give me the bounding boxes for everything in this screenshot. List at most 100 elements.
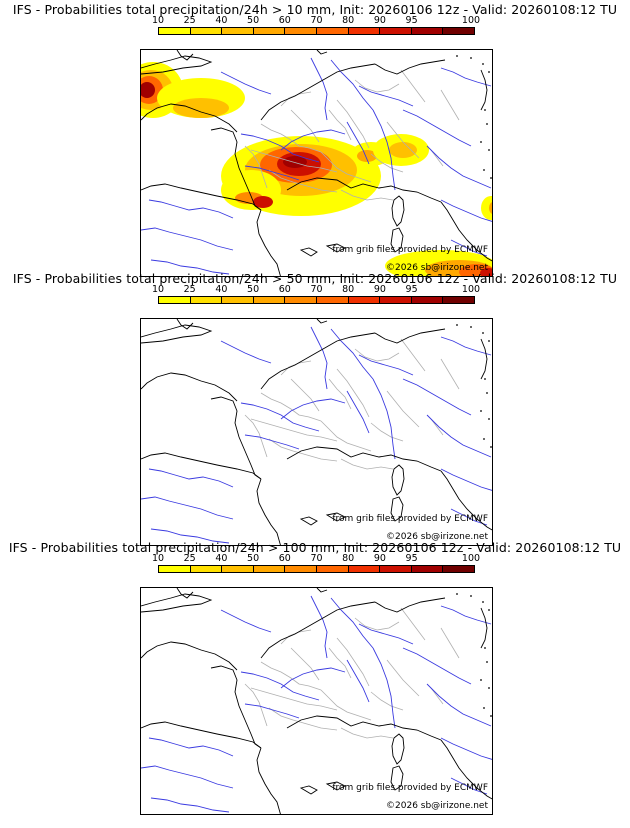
island-dot (486, 661, 488, 663)
river (240, 133, 320, 163)
island-dot (482, 332, 484, 334)
river (150, 259, 230, 275)
colorbar-segment (253, 28, 286, 34)
coastline (286, 446, 442, 472)
colorbar (158, 27, 475, 35)
colorbar-segment (380, 28, 412, 34)
river (372, 378, 396, 460)
admin-border (320, 420, 372, 452)
coastline (325, 781, 347, 791)
river (220, 609, 272, 633)
coastline (141, 183, 262, 211)
coastline (391, 733, 405, 765)
admin-border (268, 438, 338, 462)
admin-border (430, 687, 444, 705)
credit-source: from grib files provided by ECMWF (332, 783, 488, 793)
colorbar-segment (159, 28, 191, 34)
coastline (480, 69, 488, 111)
map: from grib files provided by ECMWF ©2026 … (140, 49, 493, 277)
coastline (440, 739, 492, 800)
coastline (141, 372, 238, 402)
river (346, 121, 370, 165)
island-dot (488, 340, 490, 342)
precip-area (489, 202, 492, 214)
colorbar-segment (316, 566, 349, 572)
river (310, 57, 328, 121)
colorbar-segment (222, 297, 254, 303)
map-canvas (141, 50, 492, 276)
colorbar-segment (443, 566, 474, 572)
island-dot (470, 326, 472, 328)
river (440, 605, 492, 625)
admin-border (260, 392, 322, 422)
colorbar-segment (285, 28, 317, 34)
colorbar-ticks: 10 25 40 50 60 70 80 90 95 100 (152, 553, 480, 564)
admin-border (440, 627, 460, 659)
admin-border (386, 121, 420, 159)
colorbar-segment (190, 566, 223, 572)
colorbar-ticks: 10 25 40 50 60 70 80 90 95 100 (152, 15, 480, 26)
colorbar-segment (316, 297, 349, 303)
admin-border (336, 99, 370, 149)
coastline (299, 516, 318, 526)
coastline (480, 607, 488, 649)
colorbar-segment (285, 297, 317, 303)
admin-border (244, 145, 268, 189)
river (346, 390, 370, 434)
island-dot (484, 647, 486, 649)
admin-border (328, 647, 352, 679)
admin-border (354, 617, 400, 631)
island-dot (483, 169, 485, 171)
island-dot (488, 609, 490, 611)
river (426, 414, 492, 458)
admin-border (290, 378, 320, 412)
river (280, 129, 346, 151)
admin-border (328, 378, 352, 410)
river (440, 336, 492, 356)
river (244, 434, 300, 450)
admin-border (268, 169, 338, 193)
river (280, 398, 346, 420)
island-dot (456, 593, 458, 595)
coastline (176, 588, 194, 599)
river (148, 468, 234, 488)
island-dot (482, 63, 484, 65)
colorbar-segment (411, 297, 444, 303)
colorbar-tick-label: 90 (373, 15, 386, 26)
river (358, 354, 414, 376)
coastline (390, 227, 404, 253)
colorbar-tick-label: 40 (215, 553, 228, 564)
precip-area (480, 268, 492, 276)
coastline (390, 765, 404, 791)
coastline (256, 478, 281, 545)
coastline (176, 50, 194, 61)
river (141, 496, 234, 520)
island-dot (483, 707, 485, 709)
admin-border (244, 683, 268, 727)
coastline (391, 464, 405, 496)
coastline (480, 338, 488, 380)
colorbar-segment (348, 297, 381, 303)
admin-border (320, 689, 372, 721)
river (280, 667, 346, 689)
precip-area (283, 156, 307, 168)
colorbar-tick-label: 95 (405, 553, 418, 564)
river (450, 777, 488, 795)
colorbar-tick-label: 50 (247, 284, 260, 295)
credit-copyright: ©2026 sb@irizone.net (386, 532, 488, 542)
river (310, 595, 328, 659)
island-dot (488, 418, 490, 420)
precip-area (253, 196, 273, 208)
coastline (374, 328, 446, 344)
island-dot (488, 71, 490, 73)
island-dot (490, 177, 492, 179)
island-dot (490, 446, 492, 448)
admin-border (430, 418, 444, 436)
island-dot (470, 595, 472, 597)
island-dot (490, 715, 492, 717)
coastline (286, 177, 442, 203)
admin-border (440, 89, 460, 121)
admin-border (250, 418, 338, 442)
river (244, 703, 300, 719)
panel-10mm: IFS - Probabilities total precipitation/… (0, 0, 630, 277)
